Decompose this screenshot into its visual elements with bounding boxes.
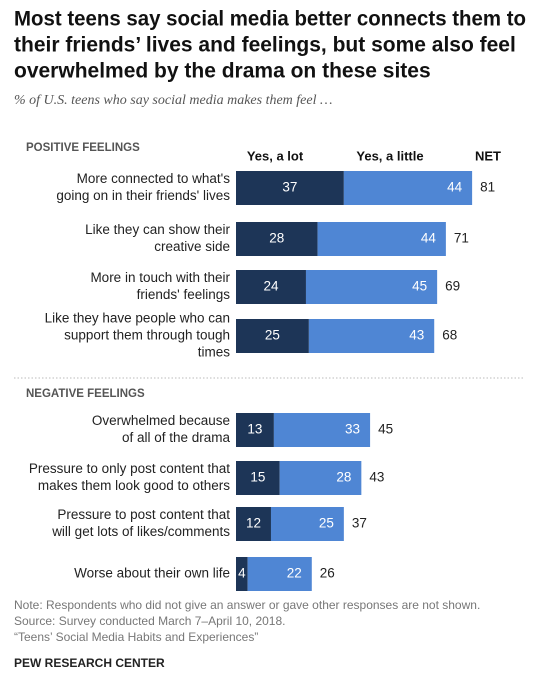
value-label: 4	[238, 566, 246, 581]
value-label: 25	[265, 328, 280, 343]
bar-segment	[305, 270, 438, 304]
category-label: support them through tough	[64, 328, 230, 343]
category-label: going on in their friends' lives	[56, 188, 230, 203]
bar-segment	[236, 319, 309, 353]
category-label: Like they have people who can	[45, 311, 230, 326]
value-label: 37	[282, 180, 297, 195]
value-label: 25	[319, 516, 334, 531]
bar-segment	[343, 171, 473, 205]
category-label: will get lots of likes/comments	[51, 524, 230, 539]
bar-segment	[236, 507, 271, 541]
panel-title: POSITIVE FEELINGS	[26, 142, 140, 154]
value-label: 12	[246, 516, 261, 531]
bar-segment	[317, 222, 446, 256]
category-label: Overwhelmed because	[92, 413, 230, 428]
net-value: 71	[454, 231, 469, 246]
subtitle: % of U.S. teens who say social media mak…	[14, 93, 332, 108]
category-label: Like they can show their	[85, 222, 230, 237]
category-label: Pressure to post content that	[57, 507, 230, 522]
value-label: 44	[421, 231, 437, 246]
source: Source: Survey conducted March 7–April 1…	[14, 614, 286, 628]
net-value: 68	[442, 328, 457, 343]
value-label: 43	[409, 328, 424, 343]
net-header: NET	[475, 148, 501, 163]
category-label: friends' feelings	[137, 287, 231, 302]
title-line: their friends’ lives and feelings, but s…	[14, 34, 516, 57]
category-label: creative side	[154, 239, 230, 254]
bar-segment	[247, 557, 312, 591]
value-label: 45	[412, 279, 427, 294]
bar-segment	[273, 413, 371, 447]
panel-title: NEGATIVE FEELINGS	[26, 388, 145, 400]
category-label: Worse about their own life	[74, 566, 230, 581]
category-label: More in touch with their	[90, 270, 230, 285]
bar-segment	[236, 557, 248, 591]
value-label: 44	[447, 180, 463, 195]
value-label: 28	[269, 231, 284, 246]
category-label: of all of the drama	[122, 430, 231, 445]
bar-segment	[236, 171, 344, 205]
value-label: 33	[345, 422, 360, 437]
net-value: 69	[445, 279, 460, 294]
category-label: times	[198, 345, 231, 360]
category-label: More connected to what's	[77, 171, 231, 186]
note: Note: Respondents who did not give an an…	[14, 598, 480, 612]
bar-segment	[236, 413, 274, 447]
value-label: 22	[287, 566, 302, 581]
net-value: 43	[369, 470, 384, 485]
report: “Teens’ Social Media Habits and Experien…	[14, 630, 258, 644]
value-label: 13	[247, 422, 262, 437]
bar-segment	[236, 222, 318, 256]
net-value: 81	[480, 180, 495, 195]
bar-segment	[308, 319, 435, 353]
title-line: overwhelmed by the drama on these sites	[14, 60, 431, 83]
bar-segment	[236, 461, 280, 495]
category-label: makes them look good to others	[38, 478, 230, 493]
bar-segment	[279, 461, 362, 495]
value-label: 28	[336, 470, 351, 485]
legend-label: Yes, a lot	[247, 148, 304, 163]
footer: PEW RESEARCH CENTER	[14, 656, 165, 670]
net-value: 45	[378, 422, 393, 437]
value-label: 15	[250, 470, 265, 485]
net-value: 26	[320, 566, 335, 581]
category-label: Pressure to only post content that	[29, 461, 230, 476]
value-label: 24	[263, 279, 279, 294]
net-value: 37	[352, 516, 367, 531]
legend-label: Yes, a little	[356, 148, 423, 163]
title-line: Most teens say social media better conne…	[14, 8, 526, 31]
bar-segment	[236, 270, 306, 304]
bar-segment	[270, 507, 344, 541]
